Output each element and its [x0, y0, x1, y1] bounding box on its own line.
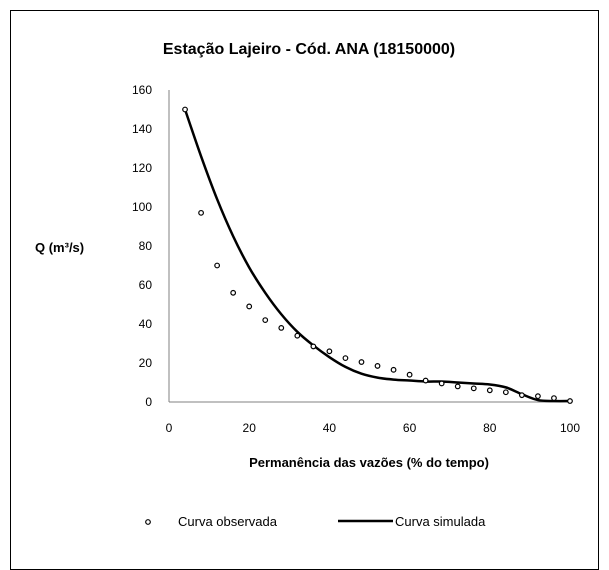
- y-tick-label: 20: [139, 356, 153, 370]
- observed-point: [358, 359, 365, 365]
- x-tick-label: 0: [166, 421, 173, 435]
- y-tick-label: 140: [132, 122, 152, 136]
- observed-point: [262, 317, 269, 324]
- x-tick-label: 100: [560, 421, 580, 435]
- observed-point: [230, 289, 237, 296]
- x-tick-label: 20: [243, 421, 257, 435]
- observed-point: [390, 366, 397, 373]
- observed-point: [518, 392, 525, 399]
- y-axis-label: Q (m³/s): [35, 240, 84, 255]
- observed-point: [406, 371, 413, 378]
- observed-point: [342, 355, 349, 362]
- observed-point: [422, 377, 429, 384]
- observed-point: [454, 383, 461, 390]
- legend: Curva observada Curva simulada: [145, 514, 486, 529]
- y-axis-ticks: 0 20 40 60 80 100 120 140 160: [132, 83, 152, 409]
- y-tick-label: 160: [132, 83, 152, 97]
- y-tick-label: 120: [132, 161, 152, 175]
- x-axis-label: Permanência das vazões (% do tempo): [249, 455, 489, 470]
- x-tick-label: 60: [403, 421, 417, 435]
- legend-label-observed: Curva observada: [178, 514, 278, 529]
- observed-point: [182, 106, 188, 113]
- observed-point: [470, 385, 477, 392]
- observed-point: [310, 343, 317, 350]
- observed-point: [438, 380, 445, 387]
- x-axis-ticks: 0 20 40 60 80 100: [166, 421, 581, 435]
- observed-point: [502, 389, 509, 396]
- observed-point: [374, 363, 381, 369]
- y-tick-label: 100: [132, 200, 152, 214]
- observed-point: [567, 398, 573, 404]
- observed-point: [535, 393, 541, 400]
- y-tick-label: 80: [139, 239, 153, 253]
- simulated-curve-line: [183, 109, 571, 403]
- observed-point: [246, 303, 253, 310]
- observed-point: [278, 325, 285, 331]
- observed-point: [198, 209, 204, 216]
- x-tick-label: 80: [483, 421, 497, 435]
- observed-point: [326, 348, 333, 355]
- y-tick-label: 60: [139, 278, 153, 292]
- y-tick-label: 0: [145, 395, 152, 409]
- observed-point: [214, 262, 221, 269]
- observed-point: [294, 332, 301, 339]
- legend-marker-observed: [145, 519, 151, 525]
- chart: Estação Lajeiro - Cód. ANA (18150000) Q …: [35, 41, 581, 529]
- x-tick-label: 40: [323, 421, 337, 435]
- chart-frame: [10, 10, 599, 570]
- chart-title: Estação Lajeiro - Cód. ANA (18150000): [163, 41, 455, 58]
- observed-point: [486, 387, 493, 394]
- y-tick-label: 40: [139, 317, 153, 331]
- observed-curve-points: [182, 106, 573, 404]
- observed-point: [551, 395, 557, 402]
- legend-label-simulated: Curva simulada: [395, 514, 486, 529]
